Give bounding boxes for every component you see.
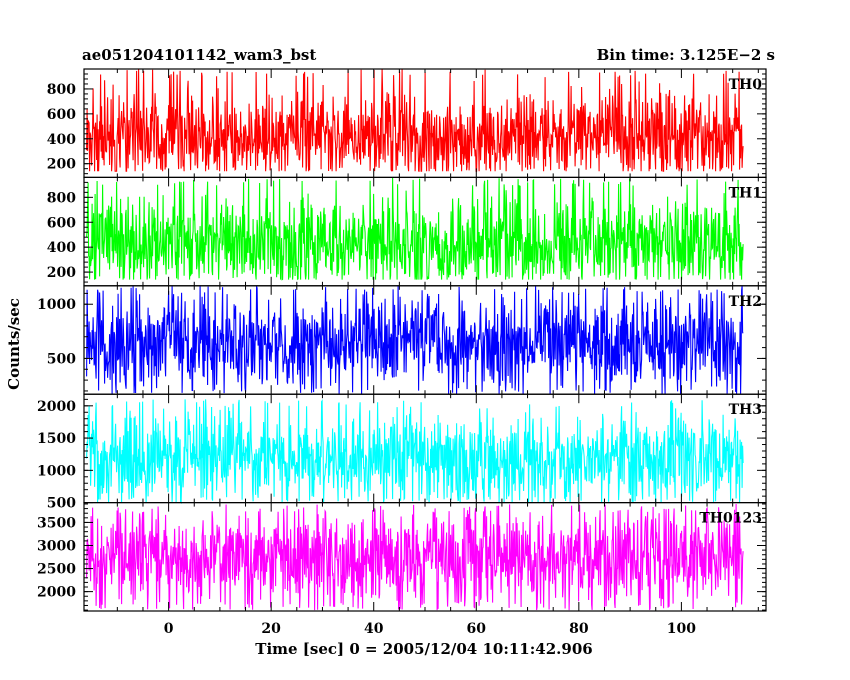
series-line-th0123 <box>86 503 744 611</box>
y-tick-label: 400 <box>47 240 76 256</box>
y-tick-label: 3000 <box>37 538 76 554</box>
y-tick-label: 200 <box>47 157 76 173</box>
series-line-th2 <box>86 285 744 395</box>
y-tick-label: 500 <box>47 496 76 512</box>
panel-label-th1: TH1 <box>729 185 762 201</box>
y-tick-label: 1000 <box>37 463 76 479</box>
x-tick-label: 60 <box>467 621 487 637</box>
x-tick-label: 0 <box>164 621 174 637</box>
series-line-th1 <box>86 177 744 281</box>
bin-time-label: Bin time: 3.125E−2 s <box>597 46 775 64</box>
y-tick-label: 500 <box>47 351 76 367</box>
x-tick-label: 80 <box>569 621 589 637</box>
x-tick-label: 20 <box>261 621 281 637</box>
y-tick-label: 2000 <box>37 399 76 415</box>
panel-label-th0: TH0 <box>729 77 763 93</box>
y-tick-label: 2000 <box>37 585 76 601</box>
x-axis-label: Time [sec] 0 = 2005/12/04 10:11:42.906 <box>255 640 592 658</box>
panel-label-th3: TH3 <box>729 402 762 418</box>
y-tick-label: 400 <box>47 132 76 148</box>
panel-label-th2: TH2 <box>729 294 762 310</box>
y-tick-label: 3500 <box>37 515 76 531</box>
x-tick-label: 100 <box>667 621 696 637</box>
panel-label-th0123: TH0123 <box>699 511 762 527</box>
y-tick-label: 1000 <box>37 297 76 313</box>
y-tick-label: 800 <box>47 82 76 98</box>
x-tick-label: 40 <box>364 621 384 637</box>
y-tick-label: 600 <box>47 107 76 123</box>
series-line-th3 <box>86 399 744 505</box>
y-tick-label: 1500 <box>37 431 76 447</box>
chart-title: ae051204101142_wam3_bst <box>82 46 316 64</box>
y-tick-label: 600 <box>47 215 76 231</box>
series-line-th0 <box>86 69 744 172</box>
y-tick-label: 200 <box>47 265 76 281</box>
y-tick-label: 2500 <box>37 562 76 578</box>
y-tick-label: 800 <box>47 190 76 206</box>
y-axis-label: Counts/sec <box>5 298 23 390</box>
